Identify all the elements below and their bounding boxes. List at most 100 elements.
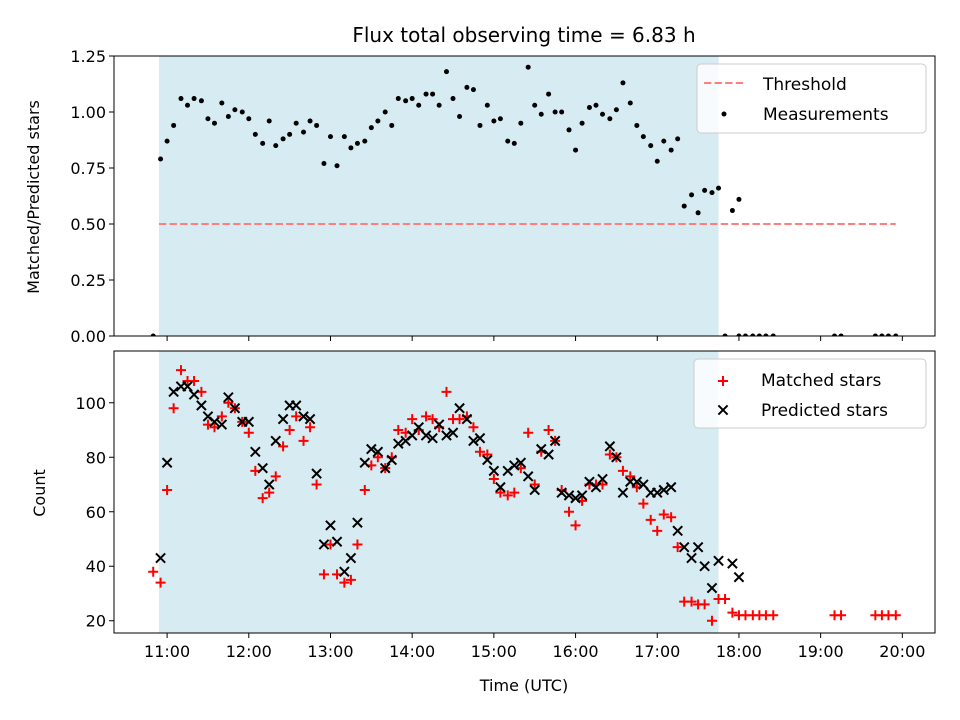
matched-point [666,512,677,523]
matched-point [441,386,452,397]
predicted-point [543,449,554,460]
matched-point [890,610,901,621]
matched-point [768,610,779,621]
matched-point [189,375,200,386]
measurement-point [464,84,470,90]
measurement-point [525,64,531,70]
predicted-point [699,560,710,572]
x-tick-label: 18:00 [716,642,762,661]
matched-point [529,479,540,490]
measurement-point [716,185,722,191]
predicted-point [461,413,473,425]
predicted-point [468,435,479,447]
matched-point [284,425,295,436]
top-data-points [150,64,899,336]
measurement-point [403,98,409,104]
matched-point [645,514,656,525]
bottom-axes-frame [113,350,936,634]
matched-point [454,414,465,425]
measurement-point [532,102,538,108]
measurement-point [341,134,347,140]
measurement-point [668,147,674,153]
matched-point [298,435,309,446]
predicted-point [392,438,404,449]
measurement-point [239,109,245,115]
measurement-point [293,120,299,126]
predicted-point [597,473,608,485]
bottom-legend-box [693,358,927,429]
predicted-point [549,435,561,447]
predicted-point [209,416,220,428]
predicted-point [277,413,289,425]
predicted-point [366,443,377,455]
matched-point [727,607,738,618]
matched-point [720,593,731,604]
x-tick-label: 12:00 [226,642,272,661]
bottom-legend: Matched stars Predicted stars [693,358,927,429]
measurement-point [260,140,266,146]
top-y-tick-label: 0.00 [70,327,106,346]
measurement-point [552,109,558,115]
measurement-point [640,134,646,140]
predicted-point [345,552,357,564]
predicted-point [570,492,581,504]
measurement-point [593,102,599,108]
measurement-point [382,109,388,115]
predicted-point [658,484,670,496]
measurement-point [546,91,552,97]
predicted-point [372,446,384,458]
matched-point [352,539,363,550]
measurement-point [832,333,838,336]
matched-point [699,599,710,610]
matched-point [318,569,329,580]
legend-measurements-swatch [721,111,727,117]
predicted-point [386,454,398,466]
predicted-point [223,392,234,403]
predicted-point [474,432,486,444]
predicted-point [713,555,724,567]
x-axis-label: Time (UTC) [479,676,568,695]
measurement-point [225,113,231,119]
measurement-point [158,156,164,162]
predicted-point [611,451,622,463]
measurement-point [246,116,252,122]
measurement-point [681,203,687,209]
predicted-point [678,541,690,553]
predicted-point [359,457,371,469]
matched-point [543,425,554,436]
matched-point [495,487,506,498]
measurement-point [702,187,708,193]
measurement-point [171,122,177,128]
measurement-point [457,113,463,119]
matched-point [291,411,302,422]
measurement-point [416,102,422,108]
measurement-point [219,100,225,106]
matched-point [421,411,432,422]
predicted-point [182,381,193,392]
measurement-point [266,118,272,124]
measurement-point [185,102,191,108]
measurement-point [613,107,619,113]
matched-point [488,474,499,485]
predicted-point [257,462,268,474]
matched-point [216,411,227,422]
predicted-point [727,558,738,569]
predicted-point [427,432,438,444]
predicted-point [243,416,255,428]
matched-point [509,487,520,498]
measurement-point [661,138,667,144]
top-y-tick-label: 1.25 [70,47,106,66]
predicted-point [692,541,704,553]
matched-point [672,542,683,553]
predicted-point [563,490,575,501]
measurement-point [742,333,748,336]
top-y-tick-label: 0.75 [70,159,106,178]
measurement-point [756,333,762,336]
measurement-point [736,333,742,336]
legend-matched-swatch [718,376,728,386]
matched-point [339,577,350,588]
matched-point [570,520,581,531]
measurement-point [368,125,374,131]
x-tick-label: 17:00 [634,642,680,661]
